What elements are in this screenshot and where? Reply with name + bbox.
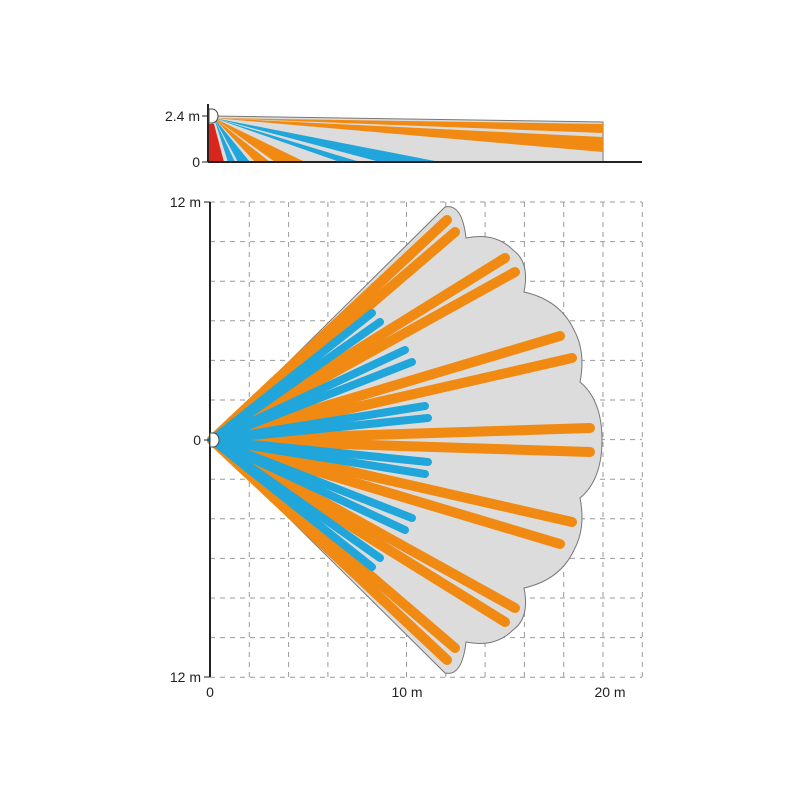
- side-mid-beam: [214, 118, 270, 162]
- y-label-bottom: 12 m: [170, 669, 201, 685]
- top-view: 12 m 0 12 m 0 10 m 20 m: [170, 194, 643, 700]
- long-range-beam: [207, 267, 520, 445]
- y-label-zero: 0: [193, 432, 201, 448]
- long-range-beam: [207, 435, 452, 665]
- side-long-beam: [214, 118, 603, 152]
- short-range-beam: [208, 318, 384, 444]
- side-mid-beam: [214, 118, 305, 162]
- side-short-beam: [214, 118, 360, 162]
- creep-zone: [208, 124, 224, 162]
- side-view: 2.4 m 0: [165, 104, 642, 170]
- side-long-beam: [214, 118, 603, 133]
- long-range-beam: [207, 435, 595, 457]
- side-short-beam: [214, 118, 250, 162]
- long-range-beam: [207, 353, 577, 445]
- y-label-top: 12 m: [170, 194, 201, 210]
- side-label-height: 2.4 m: [165, 108, 200, 124]
- long-range-beam: [207, 435, 565, 549]
- short-range-beam: [208, 414, 432, 444]
- short-range-beam: [208, 436, 409, 534]
- sensor-icon: [209, 432, 220, 448]
- short-range-beam: [208, 358, 416, 444]
- side-short-beam: [214, 118, 235, 162]
- top-coverage-area: [209, 206, 603, 674]
- x-label-zero: 0: [206, 684, 214, 700]
- side-label-floor: 0: [192, 154, 200, 170]
- x-label-20m: 20 m: [594, 684, 625, 700]
- x-label-10m: 10 m: [391, 684, 422, 700]
- short-range-beam: [208, 436, 429, 478]
- short-range-beam: [208, 436, 376, 571]
- sensor-icon: [208, 108, 219, 124]
- side-short-beam: [214, 118, 440, 162]
